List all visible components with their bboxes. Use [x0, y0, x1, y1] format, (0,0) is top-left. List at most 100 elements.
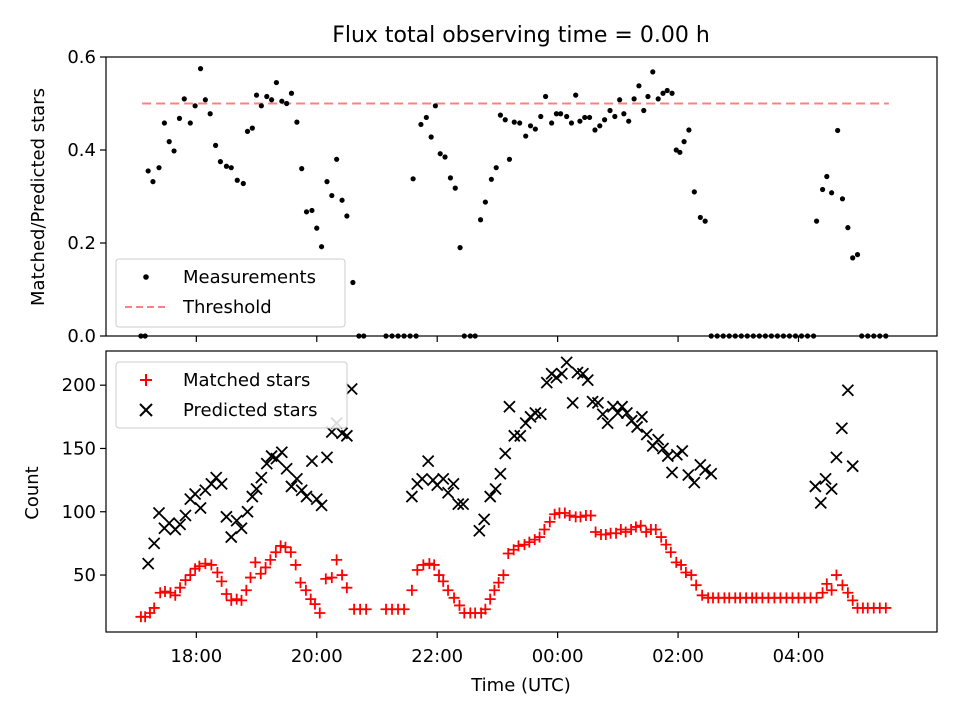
measurement-point	[234, 177, 240, 183]
predicted-star-point	[566, 396, 579, 410]
measurement-point	[192, 103, 198, 109]
matched-star-point	[360, 603, 372, 615]
matched-star-point	[442, 584, 454, 596]
matched-star-point	[225, 594, 237, 606]
predicted-star-point	[591, 396, 605, 410]
measurement-point	[850, 255, 856, 261]
measurement-point	[294, 119, 300, 125]
predicted-star-point	[534, 408, 547, 421]
matched-star-point	[320, 573, 332, 585]
matched-star-point	[216, 575, 228, 587]
matched-star-point	[660, 539, 672, 551]
predicted-star-point	[835, 422, 848, 435]
predicted-star-point	[295, 484, 308, 497]
legend-measurements-label: Measurements	[183, 267, 316, 288]
bottom-y-tick-label: 200	[62, 375, 96, 396]
top-axes: 0.0 0.2 0.4 0.6	[67, 47, 800, 347]
bottom-y-tick-label: 100	[62, 502, 96, 523]
matched-star-point	[245, 572, 257, 584]
top-y-tick-label: 0.0	[67, 326, 96, 347]
measurement-point	[202, 97, 208, 103]
bottom-plot-frame	[105, 350, 938, 633]
predicted-star-point	[246, 490, 259, 503]
top-y-axis-label: Matched/Predicted stars	[28, 88, 49, 306]
measurement-point	[597, 123, 603, 129]
measurement-point	[549, 120, 555, 126]
measurement-point	[428, 134, 434, 140]
matched-star-point	[326, 572, 338, 584]
predicted-star-point	[188, 487, 202, 501]
predicted-star-point	[682, 468, 695, 482]
top-y-tick-label: 0.6	[67, 47, 96, 68]
predicted-star-point	[315, 499, 328, 512]
predicted-star-point	[255, 471, 268, 484]
legend-matched-label: Matched stars	[183, 370, 310, 391]
measurement-point	[309, 207, 315, 214]
predicted-star-point	[225, 530, 238, 544]
measurement-point	[212, 142, 219, 148]
matched-star-point	[830, 569, 842, 581]
predicted-star-point	[503, 400, 516, 413]
measurement-point	[697, 214, 703, 221]
measurement-point	[457, 245, 463, 251]
matched-star-point	[488, 584, 500, 596]
matched-star-point	[336, 569, 348, 581]
measurement-point	[564, 113, 570, 120]
predicted-star-point	[220, 510, 233, 523]
measurement-point	[686, 127, 692, 133]
matched-star-point	[696, 589, 708, 601]
measurement-point	[244, 128, 251, 134]
predicted-star-point	[611, 406, 624, 420]
measurement-point	[592, 127, 598, 133]
predicted-star-point	[230, 514, 243, 527]
measurement-point	[207, 111, 213, 117]
measurement-point	[334, 156, 340, 162]
measurement-point	[299, 166, 305, 172]
matched-star-point	[428, 559, 440, 571]
matched-star-point	[231, 593, 243, 605]
top-legend-frame	[115, 258, 346, 328]
measurement-point	[303, 209, 310, 215]
matched-star-point	[433, 569, 445, 581]
measurement-point	[423, 114, 429, 121]
predicted-star-point	[148, 537, 161, 550]
matched-star-point	[590, 526, 602, 538]
measurement-point	[586, 114, 593, 121]
predicted-stars-layer	[142, 356, 859, 570]
matched-star-point	[811, 592, 823, 604]
predicted-star-point	[142, 557, 155, 570]
measurement-point	[517, 120, 523, 126]
measurement-point	[240, 180, 246, 187]
x-tick-label: 02:00	[652, 646, 704, 667]
matched-star-point	[279, 541, 291, 553]
measurement-point	[493, 165, 499, 171]
measurement-point	[171, 148, 177, 154]
matched-star-point	[880, 602, 892, 614]
x-tick-label: 20:00	[291, 646, 343, 667]
matched-star-point	[620, 526, 632, 538]
measurement-point	[253, 92, 260, 98]
matched-star-point	[211, 567, 223, 579]
predicted-star-point	[606, 400, 620, 413]
matched-star-point	[184, 569, 196, 581]
measurement-point	[228, 165, 234, 171]
predicted-star-point	[809, 480, 822, 493]
matched-star-point	[523, 536, 535, 548]
measurement-point	[258, 103, 264, 109]
predicted-star-point	[452, 498, 465, 511]
matched-star-point	[290, 559, 302, 571]
matched-star-point	[615, 523, 627, 535]
predicted-star-point	[241, 505, 254, 518]
predicted-star-point	[235, 522, 248, 535]
matched-star-point	[341, 582, 353, 594]
measurement-point	[553, 111, 560, 117]
measurement-point	[197, 66, 204, 72]
measurement-point	[538, 113, 544, 120]
matched-stars-legend-marker	[140, 374, 152, 386]
measurement-point	[636, 83, 642, 89]
bottom-legend-frame	[115, 361, 348, 429]
matched-star-point	[179, 574, 191, 586]
matched-star-point	[690, 579, 702, 591]
matched-star-point	[564, 510, 576, 522]
measurement-point	[161, 120, 168, 126]
